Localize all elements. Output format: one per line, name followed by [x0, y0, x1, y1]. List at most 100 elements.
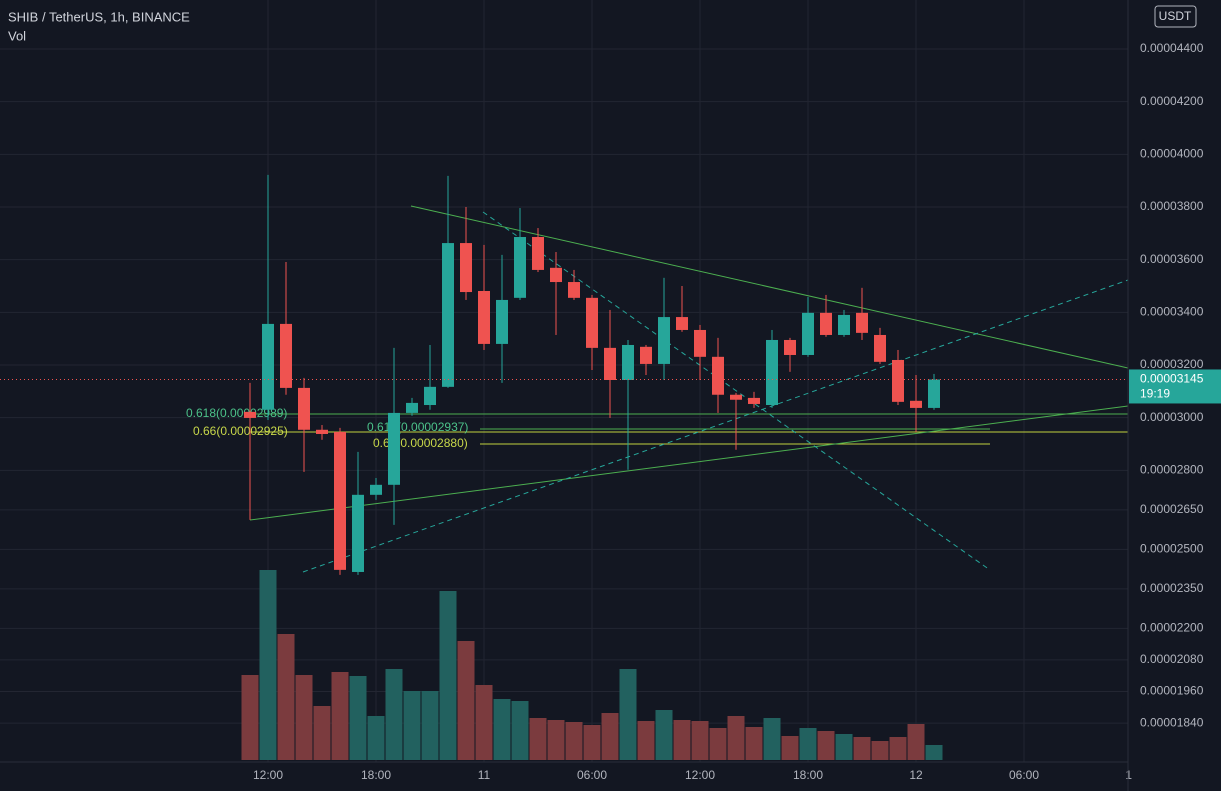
candle-body — [711, 356, 724, 395]
candle-body — [585, 297, 598, 348]
volume-bar — [619, 669, 637, 760]
y-tick-label: 0.00002500 — [1140, 541, 1204, 555]
x-tick-label: 18:00 — [793, 768, 823, 782]
time-axis: 12:00 18:00 11 06:00 12:00 18:00 12 06:00 12 — [253, 768, 1132, 782]
currency[interactable]: USDT — [1159, 9, 1192, 23]
volume-bar — [655, 710, 673, 760]
volume-bar — [475, 685, 493, 760]
symbol-title: SHIB / TetherUS, 1h, BINANCE — [8, 9, 190, 24]
y-tick-label: 0.00001840 — [1140, 715, 1204, 729]
candle-body — [459, 243, 472, 293]
candle-body — [747, 397, 760, 404]
y-tick-label: 0.00001960 — [1140, 684, 1204, 698]
volume-bar — [457, 641, 475, 760]
candle-body — [657, 317, 670, 364]
candle-body — [693, 329, 706, 357]
volume-bar — [727, 716, 745, 760]
volume-bar — [349, 676, 367, 760]
x-tick-label: 18:00 — [361, 768, 391, 782]
last-price-box — [1129, 369, 1221, 404]
candle-body — [621, 344, 634, 380]
volume-bar — [907, 724, 925, 760]
candle-body — [873, 334, 886, 362]
candle-body — [495, 299, 508, 344]
volume-bar — [277, 634, 295, 760]
candle-body — [334, 431, 347, 570]
candle-body — [280, 323, 293, 388]
candle-body — [639, 346, 652, 364]
candle-body — [675, 317, 688, 330]
trend-line — [410, 205, 1128, 369]
y-tick-label: 0.00003600 — [1140, 252, 1204, 266]
candle-body — [262, 323, 275, 410]
candle-body — [549, 267, 562, 283]
candle-body — [855, 312, 868, 333]
candle-body — [765, 339, 778, 406]
volume-bar — [799, 728, 817, 760]
candle-body — [387, 412, 400, 485]
candle-body — [298, 387, 311, 430]
x-tick-label: 06:00 — [1009, 768, 1039, 782]
volume-bar — [547, 720, 565, 760]
y-tick-label: 0.00002350 — [1140, 581, 1204, 595]
candle-body — [891, 359, 904, 402]
volume-bar — [583, 725, 601, 760]
candles — [0, 174, 1128, 575]
volume-bar — [421, 691, 439, 760]
volume-label: Vol — [8, 28, 26, 43]
volume-bar — [673, 720, 691, 760]
candle-body — [405, 402, 418, 413]
fib-label: 0.618(0.00002937) — [367, 420, 468, 434]
volume-bar — [709, 728, 727, 760]
fib-label: 0.66(0.00002880) — [373, 436, 468, 450]
y-tick-label: 0.00003400 — [1140, 304, 1204, 318]
currency-box[interactable] — [1154, 5, 1197, 28]
x-tick-label: 11 — [478, 768, 491, 782]
candle-body — [441, 243, 454, 387]
candle-body — [927, 379, 940, 408]
volume-bar — [691, 721, 709, 760]
candle-body — [603, 347, 616, 380]
volume-bar — [745, 727, 763, 760]
y-tick-label: 0.00004400 — [1140, 41, 1204, 55]
candle-body — [477, 290, 490, 344]
candle-body — [352, 494, 365, 572]
volume-bar — [853, 737, 871, 760]
volume-bar — [763, 718, 781, 760]
y-tick-label: 0.00002650 — [1140, 502, 1204, 516]
x-tick-label: 06:00 — [577, 768, 607, 782]
candle-body — [819, 312, 832, 335]
volume-pane — [241, 570, 943, 760]
volume-bar — [439, 591, 457, 760]
volume-bar — [403, 691, 421, 760]
volume-bar — [529, 718, 547, 760]
volume-bar — [367, 716, 385, 760]
volume-bar — [781, 736, 799, 760]
y-tick-label: 0.00002200 — [1140, 621, 1204, 635]
y-tick-label: 0.00003800 — [1140, 199, 1204, 213]
candle-body — [513, 237, 526, 298]
trend-line — [249, 405, 1128, 521]
volume-bar — [835, 734, 853, 760]
volume-bar — [817, 731, 835, 760]
volume-bar — [331, 672, 349, 760]
candle-body — [531, 237, 544, 270]
x-tick-label: 12:00 — [253, 768, 283, 782]
volume-bar — [637, 721, 655, 760]
volume-bar — [601, 713, 619, 760]
y-tick-label: 0.00004200 — [1140, 94, 1204, 108]
y-tick-label: 0.00002800 — [1140, 462, 1204, 476]
volume-bar — [889, 737, 907, 760]
candle-body — [783, 339, 796, 355]
candle-body — [316, 429, 329, 434]
volume-bar — [493, 699, 511, 760]
y-tick-label: 0.00003000 — [1140, 410, 1204, 424]
candle-body — [801, 312, 814, 355]
volume-bar — [925, 745, 943, 760]
countdown: 19:19 — [1140, 387, 1170, 401]
candle-body — [909, 400, 922, 408]
candle-body — [837, 314, 850, 335]
